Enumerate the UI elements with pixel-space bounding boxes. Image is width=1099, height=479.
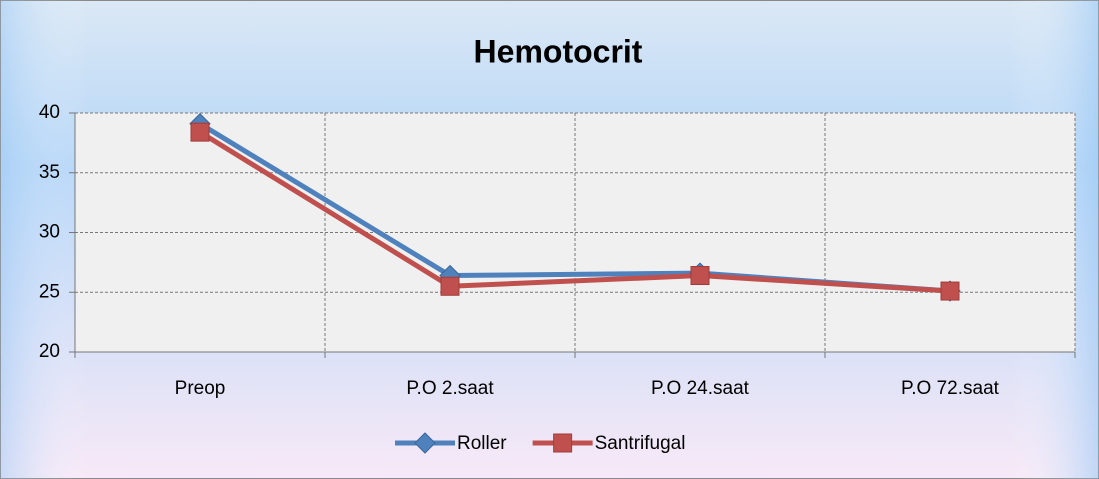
- x-tick-label: Preop: [175, 378, 226, 399]
- marker: [190, 122, 210, 142]
- series-line: [198, 129, 951, 294]
- marker: [940, 281, 960, 301]
- y-tick-label: 25: [39, 281, 60, 302]
- legend-label: Santrifugal: [595, 433, 686, 454]
- x-tick-label: P.O 24.saat: [651, 378, 750, 399]
- y-tick-label: 30: [39, 222, 60, 243]
- y-tick-label: 35: [39, 162, 60, 183]
- x-tick-label: P.O 72.saat: [901, 378, 1000, 399]
- marker: [414, 432, 436, 454]
- chart-title: Hemotocrit: [474, 33, 643, 69]
- marker: [440, 276, 460, 296]
- marker: [690, 266, 710, 286]
- legend-label: Roller: [457, 433, 507, 454]
- marker: [553, 433, 573, 453]
- y-tick-label: 20: [39, 341, 60, 362]
- x-tick-label: P.O 2.saat: [406, 378, 494, 399]
- y-tick-label: 40: [39, 102, 60, 123]
